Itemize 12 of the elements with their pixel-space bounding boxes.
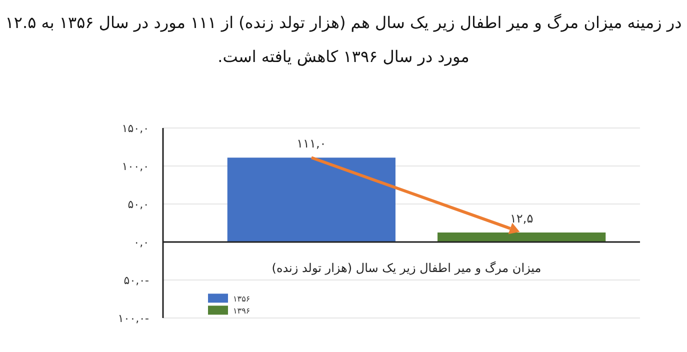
legend-label: ۱۳۹۶ (233, 306, 250, 316)
y-tick-label: ۱۰۰,۰ (122, 160, 149, 173)
data-label: ۱۱۱,۰ (296, 136, 326, 151)
y-tick-label: ۵۰,۰ (128, 198, 149, 211)
chart-title: در زمینه میزان مرگ و میر اطفال زیر یک سال هم (هزار تولد زنده) از ۱۱۱ مورد در سال ۱۳۵۶ به ۱۲.۵ مورد در سال ۱۳۹۶ کاهش یافته است. (5, 13, 682, 66)
x-tick-label: میزان مرگ و میر اطفال زیر یک سال (هزار تولد زنده) (272, 261, 542, 275)
y-tick-label: ۱۰۰,۰- (118, 312, 150, 325)
y-tick-label: ۵۰,۰- (124, 274, 150, 287)
y-tick-label: ۰,۰ (134, 236, 149, 249)
y-tick-label: ۱۵۰,۰ (122, 122, 149, 135)
legend-label: ۱۳۵۶ (233, 294, 250, 304)
data-label: ۱۲,۵ (510, 212, 534, 226)
